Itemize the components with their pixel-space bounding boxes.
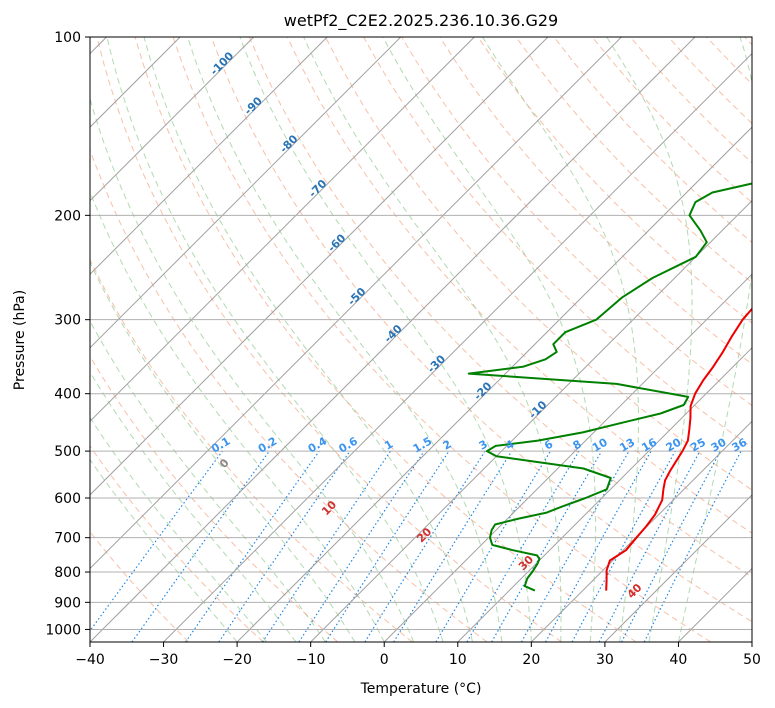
x-tick-label: −40: [75, 652, 105, 668]
y-axis-label: Pressure (hPa): [12, 290, 28, 390]
isotherms: [90, 37, 752, 642]
moist-adiabat-line: [382, 37, 597, 642]
x-tick-label: 50: [743, 652, 761, 668]
moist-adiabat-line: [90, 458, 238, 642]
x-tick-label: 40: [670, 652, 688, 668]
moist-adiabats: [90, 37, 752, 642]
moist-adiabat-line: [90, 370, 297, 642]
isotherm-line: [90, 37, 622, 570]
y-tick-label: 500: [54, 444, 81, 460]
isotherm-line: [310, 199, 752, 642]
mixing-ratio-line: [466, 450, 580, 642]
moist-adiabat-line: [303, 37, 562, 642]
y-tick-label: 400: [54, 387, 81, 403]
moist-adiabat-line: [482, 37, 639, 642]
y-tick-label: 800: [54, 565, 81, 581]
y-axis-ticks: 100 200 300 400 500 600 700 800 900 1000: [45, 30, 90, 638]
mixing-ratio-line: [545, 450, 652, 642]
mixing-ratio-line: [90, 450, 223, 632]
moist-adiabat-line: [90, 190, 385, 642]
moist-adiabat-line: [143, 37, 473, 642]
x-axis-ticks: −40 −30 −20 −10 0 10 20 30 40 50: [75, 642, 761, 668]
x-tick-label: −10: [296, 652, 326, 668]
y-tick-label: 900: [54, 595, 81, 611]
moist-adiabat-line: [187, 37, 503, 642]
mixing-ratio-line: [261, 450, 391, 642]
x-tick-label: 20: [522, 652, 540, 668]
isotherm-line: [604, 494, 752, 642]
mixing-ratio-line: [218, 450, 351, 642]
isotherm-line: [530, 420, 752, 642]
x-tick-label: 10: [449, 652, 467, 668]
moist-adiabat-line: [106, 37, 444, 642]
moist-adiabat-line: [90, 261, 356, 642]
x-axis-label: Temperature (°C): [360, 681, 482, 697]
y-tick-label: 600: [54, 491, 81, 507]
dry-adiabat-line: [172, 37, 712, 642]
mixing-ratio-line: [185, 450, 320, 642]
isotherm-line: [90, 37, 255, 202]
dry-adiabat-line: [210, 37, 752, 623]
dry-adiabat-line: [286, 37, 752, 534]
y-tick-label: 1000: [45, 622, 81, 638]
dry-adiabat-line: [96, 37, 562, 642]
isotherm-line: [163, 52, 752, 642]
isotherm-line: [90, 37, 696, 642]
chart-title: wetPf2_C2E2.2025.236.10.36.G29: [284, 11, 558, 31]
isotherm-line: [90, 37, 328, 275]
moist-adiabat-line: [90, 416, 267, 642]
dry-adiabat-line: [134, 37, 637, 642]
isotherm-line: [383, 273, 752, 642]
moist-adiabat-line: [677, 37, 752, 642]
dry-adiabat-line: [248, 37, 752, 578]
mixing-ratio-line: [643, 450, 742, 642]
isobars: [90, 37, 752, 630]
isotherm-line: [90, 37, 402, 349]
x-tick-label: 30: [596, 652, 614, 668]
mixing-ratio-line: [571, 450, 676, 642]
plot-frame: [89, 36, 753, 643]
y-tick-label: 100: [54, 30, 81, 46]
y-tick-label: 200: [54, 208, 81, 224]
y-tick-label: 700: [54, 531, 81, 547]
x-tick-label: −30: [149, 652, 179, 668]
profiles: [467, 182, 752, 592]
x-tick-label: 0: [380, 652, 389, 668]
moist-adiabat-line: [239, 37, 532, 642]
mixing-ratio-line: [491, 450, 603, 642]
temperature-profile-line: [605, 307, 752, 591]
mixing-ratio-line: [131, 450, 270, 642]
mixing-ratio-line: [325, 450, 450, 642]
dry-adiabat-line: [325, 37, 752, 491]
mixing-ratio-line: [435, 450, 552, 642]
dry-adiabats: [90, 37, 752, 642]
dry-adiabat-line: [90, 445, 264, 642]
x-tick-label: −20: [222, 652, 252, 668]
dewpoint-profile-line: [467, 182, 752, 592]
isotherm-line: [90, 37, 475, 423]
mixing-ratio-lines: [90, 450, 742, 642]
moist-adiabat-line: [90, 320, 326, 642]
dry-adiabat-line: [90, 355, 339, 642]
mixing-ratio-line: [298, 450, 425, 642]
isotherm-line: [90, 37, 549, 496]
moist-adiabat-line: [606, 37, 693, 642]
isotherm-line: [236, 126, 752, 642]
mixing-ratio-line: [598, 450, 701, 642]
isotherm-line: [457, 347, 752, 642]
dry-adiabat-line: [90, 258, 413, 642]
y-tick-label: 300: [54, 313, 81, 329]
